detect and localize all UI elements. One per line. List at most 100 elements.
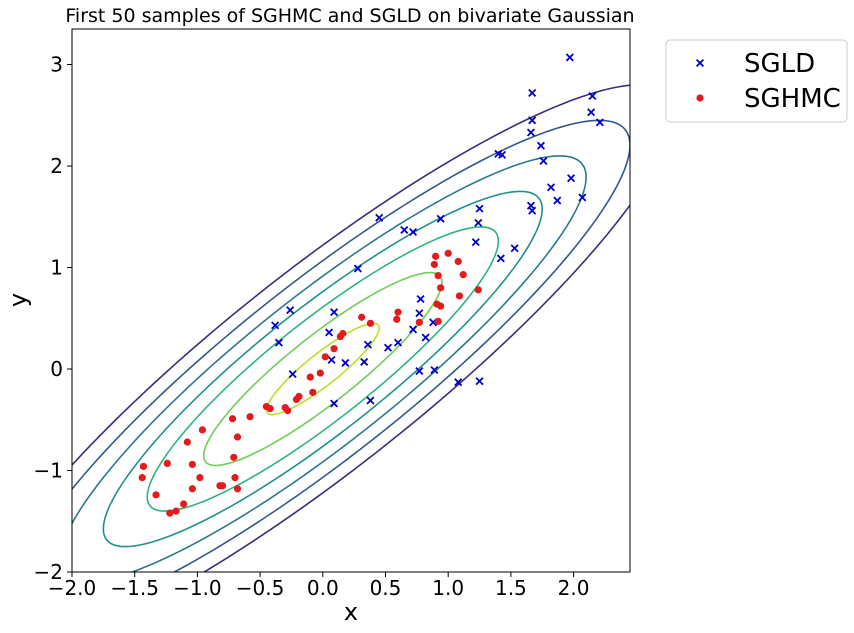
sgld-point bbox=[271, 321, 280, 330]
x-tick-label: −0.5 bbox=[236, 576, 285, 600]
sghmc-point bbox=[321, 353, 329, 361]
sgld-point bbox=[416, 294, 425, 304]
sghmc-point bbox=[309, 388, 317, 396]
sgld-point bbox=[578, 193, 587, 202]
sghmc-point bbox=[166, 509, 174, 517]
x-axis-ticks: −2.0 −1.5 −1.0 −0.5 0.0 0.5 1.0 1.5 2.0 bbox=[48, 572, 590, 600]
legend: SGLD SGHMC bbox=[665, 39, 848, 123]
sgld-point bbox=[475, 377, 484, 386]
contour-line bbox=[146, 226, 500, 512]
y-tick-label: 2 bbox=[50, 154, 63, 178]
sgld-point bbox=[436, 214, 445, 223]
sghmc-point bbox=[455, 292, 464, 300]
x-tick-label: −2.0 bbox=[48, 576, 97, 600]
sgld-point bbox=[383, 343, 393, 352]
sgld-point bbox=[546, 183, 556, 192]
sghmc-point bbox=[198, 426, 207, 434]
x-axis-label: x bbox=[344, 598, 358, 626]
contour-line bbox=[102, 190, 544, 548]
sghmc-point bbox=[266, 404, 274, 413]
plot-area-frame bbox=[71, 28, 631, 573]
y-tick-label: 3 bbox=[50, 53, 63, 77]
y-axis-ticks: −2 −1 0 1 2 3 bbox=[34, 53, 72, 584]
sghmc-point bbox=[358, 313, 366, 321]
sgld-point bbox=[539, 156, 548, 165]
sgld-point bbox=[528, 88, 537, 97]
sghmc-point bbox=[434, 272, 442, 280]
sghmc-point bbox=[459, 271, 467, 279]
sgld-point bbox=[330, 399, 339, 408]
y-tick-label: 0 bbox=[50, 357, 63, 381]
scatter-points bbox=[138, 53, 604, 517]
legend-box bbox=[665, 39, 848, 123]
sgld-point bbox=[595, 118, 604, 127]
sghmc-point bbox=[306, 373, 314, 381]
sgld-point bbox=[327, 355, 336, 364]
sgld-point bbox=[360, 357, 369, 366]
sgld-point bbox=[375, 213, 384, 222]
sghmc-point bbox=[330, 345, 338, 353]
sgld-point bbox=[471, 238, 480, 247]
sgld-point bbox=[565, 53, 574, 62]
sghmc-point bbox=[152, 491, 160, 499]
sghmc-point bbox=[172, 507, 180, 515]
sgld-point bbox=[409, 227, 418, 237]
legend-label-sghmc: SGHMC bbox=[744, 84, 841, 114]
sghmc-point bbox=[292, 395, 301, 404]
sgld-point bbox=[288, 370, 297, 379]
sghmc-point bbox=[432, 252, 440, 260]
sgld-point bbox=[274, 338, 283, 347]
sghmc-point bbox=[228, 415, 237, 423]
sgld-point bbox=[400, 225, 409, 234]
sgld-point bbox=[286, 306, 295, 315]
sgld-point bbox=[510, 244, 519, 253]
sghmc-point bbox=[183, 438, 191, 446]
sghmc-point bbox=[454, 257, 462, 266]
sgld-point bbox=[363, 340, 372, 349]
sghmc-point bbox=[231, 474, 239, 482]
y-tick-label: 1 bbox=[50, 256, 63, 280]
sgld-point bbox=[421, 333, 430, 342]
sgld-point bbox=[353, 264, 362, 273]
sgld-point bbox=[587, 108, 596, 117]
sgld-point bbox=[567, 174, 576, 183]
sghmc-point bbox=[180, 500, 188, 508]
sgld-point bbox=[341, 358, 350, 367]
sghmc-point bbox=[233, 485, 242, 493]
x-tick-label: 1.5 bbox=[495, 576, 527, 600]
sghmc-point bbox=[188, 460, 196, 469]
sgld-point bbox=[498, 150, 507, 159]
sgld-point bbox=[526, 128, 535, 137]
chart-title: First 50 samples of SGHMC and SGLD on bi… bbox=[65, 5, 634, 27]
legend-label-sgld: SGLD bbox=[744, 49, 815, 79]
sghmc-point bbox=[415, 318, 423, 326]
sghmc-point bbox=[163, 459, 171, 467]
sgld-point bbox=[393, 338, 403, 347]
sgld-point bbox=[553, 196, 562, 205]
sgld-point bbox=[454, 378, 463, 387]
sghmc-point bbox=[139, 462, 148, 471]
sghmc-point bbox=[316, 369, 324, 377]
y-axis-label: y bbox=[4, 293, 32, 307]
sghmc-point bbox=[336, 332, 344, 341]
sgld-point bbox=[366, 396, 375, 405]
sgld-point bbox=[536, 141, 546, 150]
contour-lines bbox=[72, 84, 630, 572]
contour-line bbox=[202, 271, 443, 467]
x-tick-label: 2.0 bbox=[558, 576, 590, 600]
x-tick-label: 1.0 bbox=[432, 576, 464, 600]
sgld-point bbox=[475, 204, 484, 213]
contour-line bbox=[72, 155, 587, 572]
sghmc-point bbox=[437, 284, 445, 292]
sgld-point bbox=[430, 365, 439, 375]
sgld-point bbox=[330, 308, 339, 317]
sgld-point bbox=[325, 328, 334, 337]
legend-marker-sgld bbox=[695, 58, 705, 68]
sghmc-point bbox=[246, 413, 254, 421]
y-tick-label: −2 bbox=[34, 560, 63, 584]
sgld-point bbox=[588, 91, 597, 101]
sghmc-point bbox=[474, 286, 482, 294]
sghmc-point bbox=[233, 433, 242, 441]
sghmc-point bbox=[393, 315, 401, 323]
x-tick-label: 0.0 bbox=[307, 576, 339, 600]
